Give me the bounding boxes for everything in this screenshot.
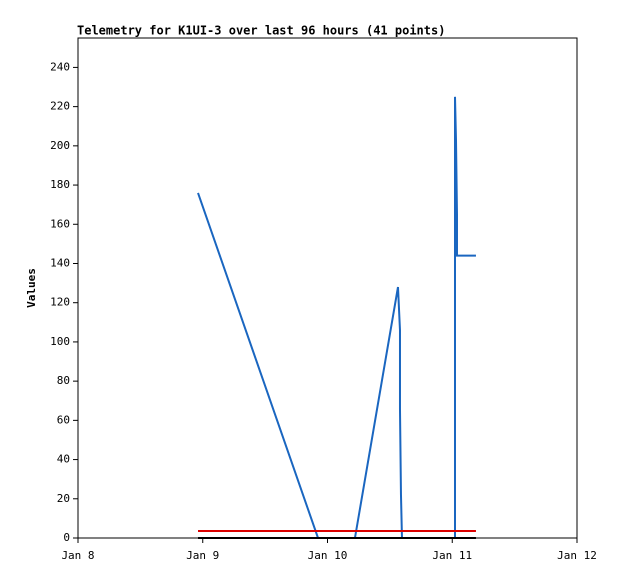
y-tick-label: 60 (57, 413, 70, 426)
x-tick-label: Jan 9 (186, 549, 219, 562)
y-tick-label: 180 (50, 178, 70, 191)
y-tick-label: 140 (50, 256, 70, 269)
x-tick-label: Jan 11 (432, 549, 472, 562)
y-tick-label: 200 (50, 139, 70, 152)
y-tick-label: 220 (50, 100, 70, 113)
x-tick-label: Jan 8 (61, 549, 94, 562)
x-tick-label: Jan 12 (557, 549, 597, 562)
x-tick-label: Jan 10 (308, 549, 348, 562)
y-tick-label: 20 (57, 492, 70, 505)
y-tick-label: 80 (57, 374, 70, 387)
y-axis-label: Values (25, 268, 38, 308)
y-tick-label: 100 (50, 335, 70, 348)
series-line (197, 96, 476, 539)
y-tick-label: 120 (50, 296, 70, 309)
y-tick-label: 240 (50, 60, 70, 73)
chart-title: Telemetry for K1UI-3 over last 96 hours … (77, 24, 445, 38)
plot-frame (77, 37, 578, 539)
y-tick-label: 0 (63, 531, 70, 544)
y-tick-label: 40 (57, 453, 70, 466)
y-tick-label: 160 (50, 217, 70, 230)
